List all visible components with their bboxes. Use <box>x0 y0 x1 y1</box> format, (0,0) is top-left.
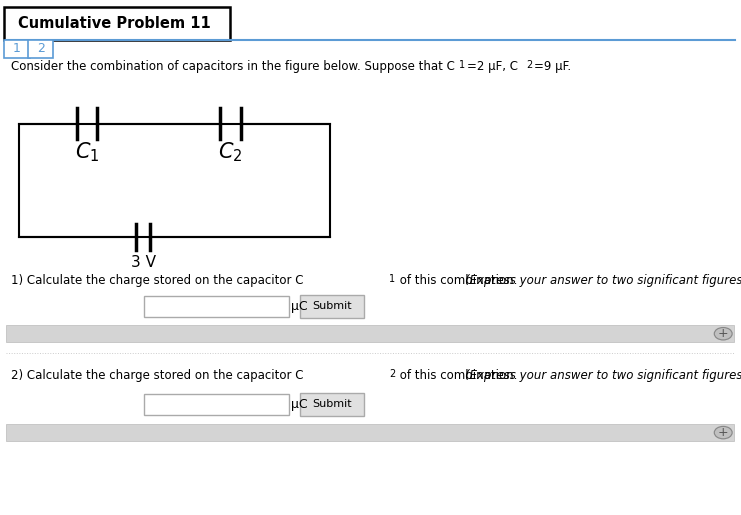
Text: $C_2$: $C_2$ <box>218 140 242 164</box>
Text: μC: μC <box>291 398 308 411</box>
Text: Submit: Submit <box>312 301 352 312</box>
Text: of this combination.: of this combination. <box>396 369 521 383</box>
Text: 2: 2 <box>389 369 395 379</box>
Text: (Express your answer to two significant figures.): (Express your answer to two significant … <box>465 369 741 383</box>
Circle shape <box>714 328 732 340</box>
Text: Submit: Submit <box>312 399 352 409</box>
Text: =9 μF.: =9 μF. <box>534 60 571 74</box>
FancyBboxPatch shape <box>4 7 230 40</box>
FancyBboxPatch shape <box>28 40 53 58</box>
Bar <box>19 124 330 237</box>
Text: Consider the combination of capacitors in the figure below. Suppose that C: Consider the combination of capacitors i… <box>11 60 455 74</box>
FancyBboxPatch shape <box>4 40 30 58</box>
Text: 2) Calculate the charge stored on the capacitor C: 2) Calculate the charge stored on the ca… <box>11 369 304 383</box>
Text: $C_1$: $C_1$ <box>75 140 99 164</box>
Text: =2 μF, C: =2 μF, C <box>467 60 518 74</box>
Text: (Express your answer to two significant figures.): (Express your answer to two significant … <box>465 274 741 287</box>
Text: 3 V: 3 V <box>130 255 156 270</box>
Text: 1) Calculate the charge stored on the capacitor C: 1) Calculate the charge stored on the ca… <box>11 274 304 287</box>
Text: Cumulative Problem 11: Cumulative Problem 11 <box>19 16 211 31</box>
Text: +: + <box>718 426 728 439</box>
Bar <box>144 296 289 317</box>
Text: 1: 1 <box>459 60 465 70</box>
Bar <box>144 394 289 415</box>
Text: 1: 1 <box>389 273 395 284</box>
Circle shape <box>714 426 732 439</box>
Bar <box>6 325 734 342</box>
Text: μC: μC <box>291 300 308 313</box>
FancyBboxPatch shape <box>300 393 364 416</box>
FancyBboxPatch shape <box>300 295 364 318</box>
Text: +: + <box>718 327 728 340</box>
Text: 2: 2 <box>37 42 44 56</box>
Text: 1: 1 <box>13 42 21 56</box>
Bar <box>6 424 734 441</box>
Text: 2: 2 <box>526 60 532 70</box>
Text: of this combination.: of this combination. <box>396 274 521 287</box>
